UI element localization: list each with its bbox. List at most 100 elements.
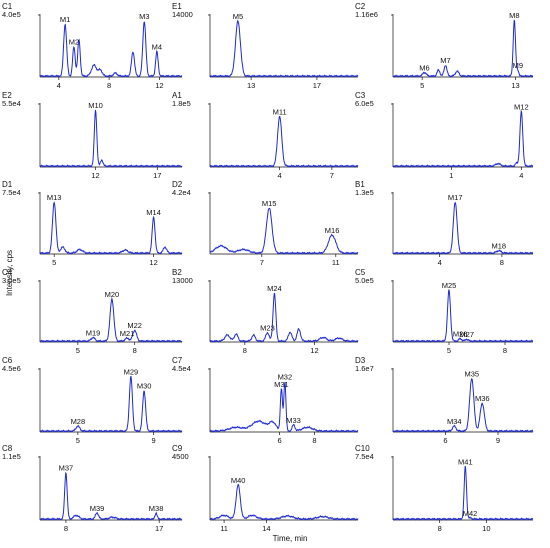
d2-xtick-label: 7 xyxy=(260,258,264,267)
d2-xtick-label: 11 xyxy=(332,258,340,267)
peak-label-m23: M23 xyxy=(260,324,275,333)
c9-panel-label: C9 xyxy=(172,444,183,453)
a1-trace xyxy=(209,116,359,168)
c9-xtick-label: 14 xyxy=(262,524,270,533)
c6-xtick-label: 9 xyxy=(152,436,156,445)
c1-xtick-label: 8 xyxy=(107,81,111,90)
c4-xtick-label: 8 xyxy=(133,346,137,355)
b2-trace xyxy=(209,292,359,343)
c8-panel-label: C8 xyxy=(2,444,13,453)
peak-label-m19: M19 xyxy=(86,328,101,337)
d1-ymax-label: 7.5e4 xyxy=(2,188,21,197)
c3-ymax-label: 6.0e5 xyxy=(355,99,374,108)
d2-panel-label: D2 xyxy=(172,180,183,189)
c1-trace xyxy=(39,21,183,78)
c9-trace xyxy=(209,483,359,521)
peak-label-m24: M24 xyxy=(267,284,282,293)
peak-label-m5: M5 xyxy=(233,12,243,21)
e1-panel-label: E1 xyxy=(172,2,182,11)
peak-label-m25: M25 xyxy=(442,281,457,290)
b2-ymax-label: 13000 xyxy=(172,276,193,285)
c8-xtick-label: 17 xyxy=(155,524,163,533)
c3-trace xyxy=(392,109,534,168)
c10-ymax-label: 7.5e4 xyxy=(355,452,374,461)
peak-label-m4: M4 xyxy=(152,43,162,52)
c1-xtick-label: 12 xyxy=(155,81,163,90)
c4-panel-label: C4 xyxy=(2,268,13,277)
peak-label-m34: M34 xyxy=(447,417,462,426)
peak-label-m8: M8 xyxy=(509,11,519,20)
peak-label-m26: M26 xyxy=(453,330,468,339)
peak-label-m32: M32 xyxy=(278,372,293,381)
a1-xtick-label: 7 xyxy=(330,171,334,180)
peak-label-m2: M2 xyxy=(69,38,79,47)
b2-xtick-label: 8 xyxy=(243,346,247,355)
e2-panel-label: E2 xyxy=(2,91,12,100)
e1-trace xyxy=(209,19,359,78)
e2-ymax-label: 5.5e4 xyxy=(2,99,21,108)
d3-ymax-label: 1.6e7 xyxy=(355,364,374,373)
peak-label-m9: M9 xyxy=(513,61,523,70)
peak-label-m37: M37 xyxy=(59,464,74,473)
c1-panel-label: C1 xyxy=(2,2,13,11)
c10-trace xyxy=(392,465,534,521)
d1-panel-label: D1 xyxy=(2,180,13,189)
c7-xtick-label: 8 xyxy=(312,436,316,445)
peak-label-m20: M20 xyxy=(105,290,120,299)
c8-trace xyxy=(39,471,183,521)
c3-xtick-label: 4 xyxy=(519,171,523,180)
c4-trace xyxy=(39,296,183,343)
c3-panel-label: C3 xyxy=(355,91,366,100)
peak-label-m27: M27 xyxy=(459,330,474,339)
peak-label-m38: M38 xyxy=(149,504,164,513)
c2-ymax-label: 1.16e6 xyxy=(355,10,378,19)
peak-label-m36: M36 xyxy=(475,394,490,403)
c10-panel-label: C10 xyxy=(355,444,370,453)
peak-label-m14: M14 xyxy=(146,208,161,217)
peak-label-m42: M42 xyxy=(463,509,478,518)
d3-xtick-label: 9 xyxy=(496,436,500,445)
d1-xtick-label: 12 xyxy=(149,258,157,267)
c8-ymax-label: 1.1e5 xyxy=(2,452,21,461)
peak-label-m12: M12 xyxy=(514,102,529,111)
peak-label-m40: M40 xyxy=(231,476,246,485)
d3-xtick-label: 6 xyxy=(443,436,447,445)
c5-xtick-label: 5 xyxy=(447,346,451,355)
peak-label-m10: M10 xyxy=(88,101,103,110)
c6-panel-label: C6 xyxy=(2,356,13,365)
b1-xtick-label: 8 xyxy=(500,258,504,267)
peak-label-m21: M21 xyxy=(120,329,135,338)
e2-xtick-label: 12 xyxy=(91,171,99,180)
d3-panel-label: D3 xyxy=(355,356,366,365)
c6-trace xyxy=(39,375,183,433)
c2-xtick-label: 13 xyxy=(511,81,519,90)
b1-trace xyxy=(392,201,534,255)
b1-panel-label: B1 xyxy=(355,180,365,189)
e2-trace xyxy=(39,109,183,168)
peak-label-m18: M18 xyxy=(491,242,506,251)
c5-panel-label: C5 xyxy=(355,268,366,277)
d2-trace xyxy=(209,207,359,255)
c5-xtick-label: 8 xyxy=(503,346,507,355)
peak-label-m31: M31 xyxy=(274,380,289,389)
peak-label-m15: M15 xyxy=(262,199,277,208)
c2-panel-label: C2 xyxy=(355,2,366,11)
c6-ymax-label: 4.5e6 xyxy=(2,364,21,373)
peak-label-m28: M28 xyxy=(71,417,86,426)
c9-ymax-label: 4500 xyxy=(172,452,189,461)
c1-ymax-label: 4.0e5 xyxy=(2,10,21,19)
peak-label-m41: M41 xyxy=(458,457,473,466)
c6-xtick-label: 5 xyxy=(76,436,80,445)
peak-label-m16: M16 xyxy=(325,226,340,235)
peak-label-m1: M1 xyxy=(60,15,70,24)
c7-xtick-label: 6 xyxy=(278,436,282,445)
peak-label-m7: M7 xyxy=(440,56,450,65)
c9-xtick-label: 11 xyxy=(220,524,228,533)
d2-ymax-label: 4.2e4 xyxy=(172,188,191,197)
c3-xtick-label: 1 xyxy=(449,171,453,180)
c5-trace xyxy=(392,289,534,343)
e1-xtick-label: 17 xyxy=(313,81,321,90)
c8-xtick-label: 8 xyxy=(64,524,68,533)
c10-xtick-label: 10 xyxy=(482,524,490,533)
